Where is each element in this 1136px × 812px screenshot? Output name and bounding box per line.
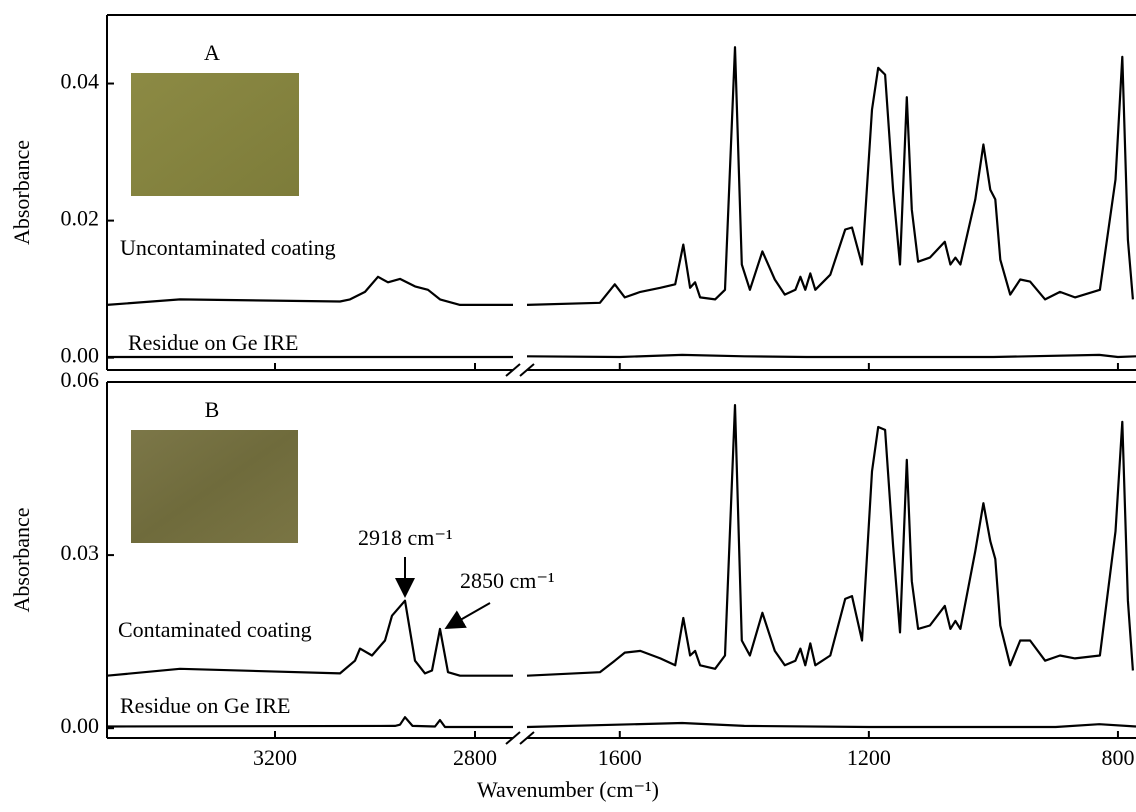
spectrum-line bbox=[106, 716, 513, 729]
axis-break bbox=[519, 731, 535, 745]
y-tick-label: 0.04 bbox=[61, 69, 100, 94]
peak-annotation: 2850 cm⁻¹ bbox=[460, 568, 555, 593]
y-tick-label: 0.06 bbox=[61, 367, 100, 392]
peak-annotation: 2918 cm⁻¹ bbox=[358, 525, 453, 550]
x-tick-label: 800 bbox=[1101, 745, 1134, 770]
panel-label: A bbox=[204, 40, 220, 65]
x-tick-label: 2800 bbox=[453, 745, 497, 770]
panel-label: B bbox=[205, 397, 220, 422]
y-tick-label: 0.02 bbox=[61, 206, 100, 231]
x-axis-label: Wavenumber (cm⁻¹) bbox=[477, 777, 659, 802]
x-tick-label: 3200 bbox=[253, 745, 297, 770]
y-tick-label: 0.00 bbox=[61, 343, 100, 368]
series-label: Residue on Ge IRE bbox=[128, 330, 298, 355]
axis-break bbox=[505, 363, 521, 377]
x-tick-label: 1200 bbox=[847, 745, 891, 770]
spectrum-line bbox=[526, 353, 1136, 359]
coating-photo bbox=[131, 430, 298, 543]
spectrum-line bbox=[526, 404, 1134, 677]
spectrum-line bbox=[526, 46, 1134, 306]
series-label: Contaminated coating bbox=[118, 617, 312, 642]
series-label: Uncontaminated coating bbox=[120, 235, 336, 260]
y-axis-label: Absorbance bbox=[9, 507, 34, 612]
coating-photo bbox=[131, 73, 299, 196]
axis-break bbox=[519, 363, 535, 377]
y-axis-label: Absorbance bbox=[9, 140, 34, 245]
arrow bbox=[444, 602, 491, 629]
spectrum-line bbox=[106, 599, 513, 677]
spectrum-line bbox=[106, 275, 513, 306]
spectrum-line bbox=[526, 721, 1136, 729]
series-label: Residue on Ge IRE bbox=[120, 693, 290, 718]
y-tick-label: 0.00 bbox=[61, 713, 100, 738]
axis-break bbox=[505, 731, 521, 745]
x-tick-label: 1600 bbox=[598, 745, 642, 770]
y-tick-label: 0.03 bbox=[61, 540, 100, 565]
